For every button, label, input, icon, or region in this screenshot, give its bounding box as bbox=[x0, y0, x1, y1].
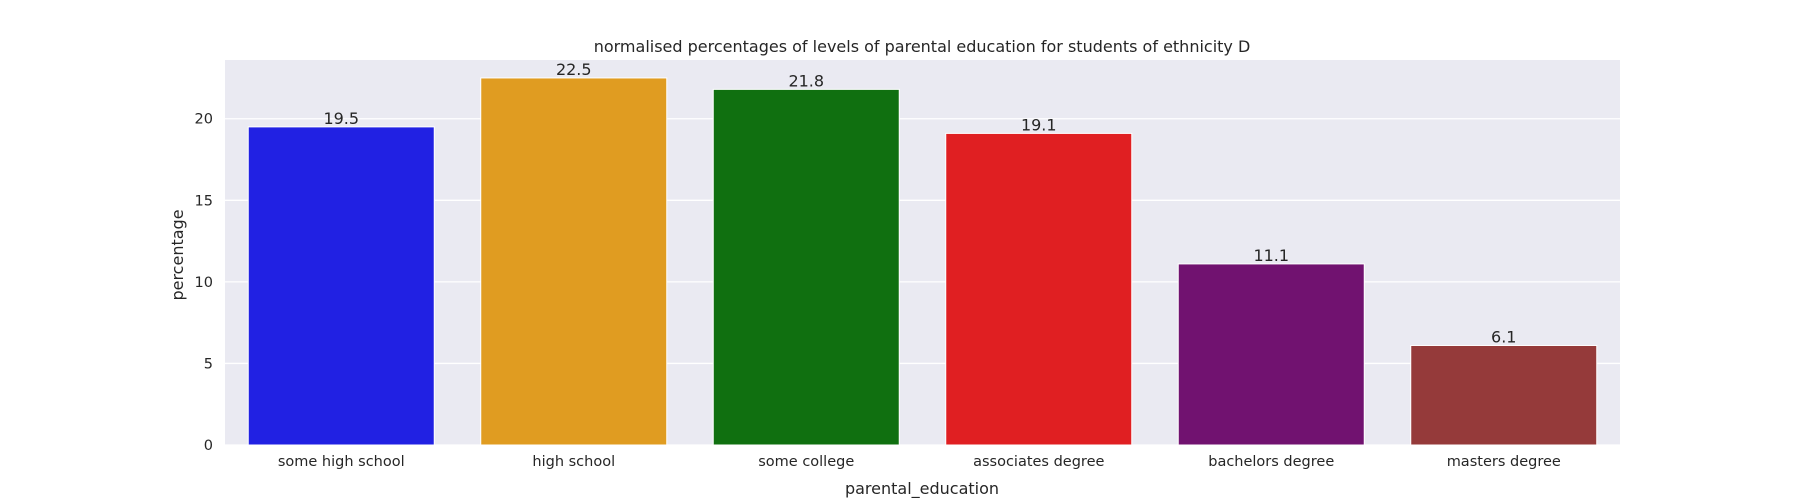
x-tick-label: high school bbox=[532, 454, 615, 470]
x-tick-label: masters degree bbox=[1447, 454, 1561, 470]
bar-value-label: 22.5 bbox=[556, 60, 592, 79]
bar-value-label: 19.1 bbox=[1021, 115, 1057, 134]
bar bbox=[945, 132, 1133, 446]
x-tick-label: bachelors degree bbox=[1208, 454, 1334, 470]
bar-value-label: 21.8 bbox=[788, 71, 824, 90]
x-tick-label: some college bbox=[758, 454, 854, 470]
y-tick-label: 20 bbox=[195, 112, 213, 128]
bars bbox=[247, 77, 1598, 446]
bar bbox=[480, 77, 668, 446]
y-tick-label: 10 bbox=[195, 275, 213, 291]
bar bbox=[1177, 263, 1365, 446]
y-axis-label: percentage bbox=[168, 209, 187, 300]
bar bbox=[247, 126, 435, 446]
bar-value-label: 6.1 bbox=[1491, 327, 1516, 346]
data-labels: 19.5 22.5 21.8 19.1 11.1 6.1 bbox=[323, 60, 1516, 347]
y-tick-labels: 0 5 10 15 20 bbox=[195, 112, 213, 454]
x-tick-label: some high school bbox=[278, 454, 405, 470]
chart-title: normalised percentages of levels of pare… bbox=[594, 37, 1251, 56]
x-tick-labels: some high school high school some college a… bbox=[278, 454, 1561, 470]
bar-value-label: 11.1 bbox=[1253, 246, 1289, 265]
plot-background bbox=[225, 60, 1620, 445]
grid-lines bbox=[225, 118, 1620, 446]
x-axis-label: parental_education bbox=[845, 479, 999, 499]
bar-value-label: 19.5 bbox=[323, 109, 359, 128]
x-tick-label: associates degree bbox=[973, 454, 1104, 470]
y-tick-label: 15 bbox=[195, 193, 213, 209]
y-tick-label: 5 bbox=[204, 356, 213, 372]
bar bbox=[712, 88, 900, 446]
bar bbox=[1410, 344, 1598, 446]
y-tick-label: 0 bbox=[204, 438, 213, 454]
